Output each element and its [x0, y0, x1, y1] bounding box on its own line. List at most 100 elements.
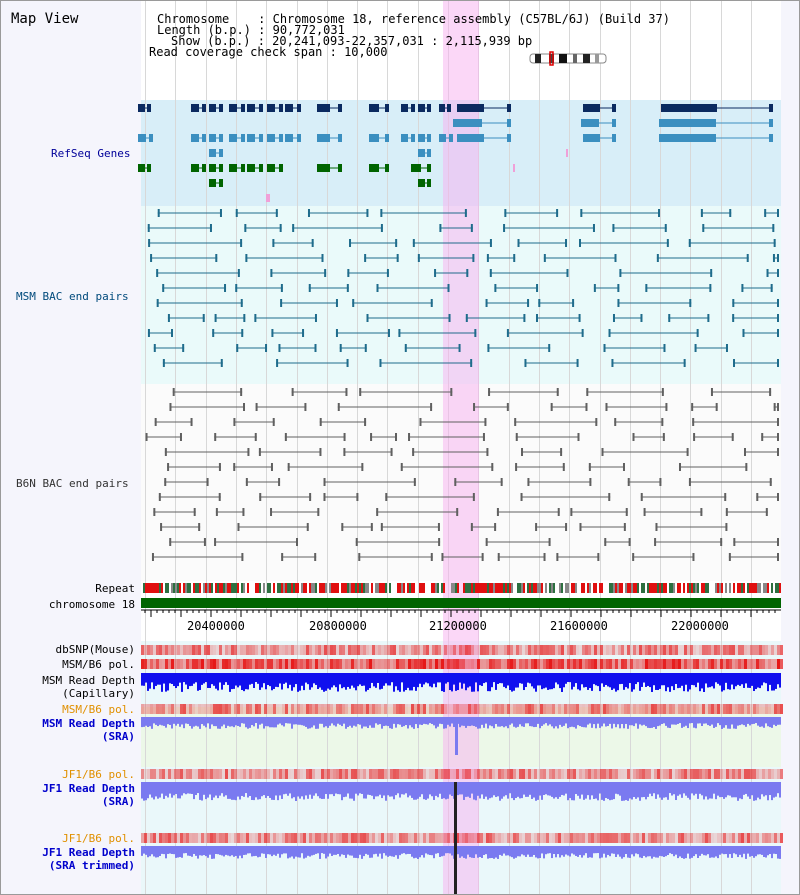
jf1-b6-pol-density	[741, 833, 744, 843]
msm-b6-pol-density	[384, 659, 387, 669]
jf1-depth-trim-bar	[343, 846, 345, 855]
msm-depth-capillary-bar	[421, 673, 423, 688]
jf1-depth-sra-bar	[769, 782, 771, 796]
jf1-depth-trim-bar	[613, 846, 615, 854]
msm-bac-end	[395, 239, 398, 247]
msm-depth-capillary-bar	[675, 673, 677, 684]
dbsnp-density	[315, 645, 318, 655]
msm-bac-end	[434, 269, 437, 277]
msm-depth-sra-bar	[559, 717, 561, 725]
msm-depth-capillary-bar	[543, 673, 545, 689]
jf1-b6-pol-density	[225, 833, 228, 843]
jf1-b6-pol-density	[573, 769, 576, 779]
msm-b6-pol-density	[435, 704, 438, 714]
msm-b6-pol-density	[522, 704, 525, 714]
msm-depth-capillary-bar	[755, 673, 757, 690]
repeat-element	[631, 583, 633, 593]
msm-b6-pol-density	[588, 704, 591, 714]
msm-depth-sra-bar	[655, 717, 657, 729]
jf1-depth-sra-bar	[527, 782, 529, 797]
b6n-bac-end	[777, 493, 779, 501]
msm-depth-sra-bar	[651, 717, 653, 728]
msm-bac-end	[380, 209, 383, 217]
msm-b6-pol-density	[273, 659, 276, 669]
msm-depth-capillary-bar	[243, 673, 245, 692]
jf1-depth-trim-bar	[713, 846, 715, 858]
msm-depth-sra-bar	[423, 717, 425, 724]
gene-exon	[279, 104, 283, 112]
jf1-depth-trim-bar	[169, 846, 171, 854]
msm-depth-sra-bar	[547, 717, 549, 726]
msm-depth-capillary-bar	[199, 673, 201, 690]
dbsnp-density	[558, 645, 561, 655]
jf1-depth-trim-bar	[313, 846, 315, 855]
msm-depth-capillary-bar	[725, 673, 727, 683]
jf1-depth-trim-bar	[519, 846, 521, 857]
jf1-depth-trim-bar	[171, 846, 173, 855]
jf1-b6-pol-density	[537, 769, 540, 779]
msm-depth-capillary-bar	[657, 673, 659, 691]
jf1-b6-pol-density	[729, 833, 732, 843]
jf1-b6-pol-density	[453, 769, 456, 779]
msm-bac-end	[617, 284, 620, 292]
jf1-b6-pol-density	[486, 833, 489, 843]
msm-depth-sra-bar	[471, 717, 473, 726]
jf1-depth-sra-bar	[287, 782, 289, 796]
msm-b6-pol-density	[594, 704, 597, 714]
msm-depth-sra-bar	[353, 717, 355, 726]
repeat-element	[195, 583, 197, 593]
msm-depth-sra-bar	[169, 717, 171, 725]
msm-depth-sra-bar	[347, 717, 349, 727]
jf1-b6-pol-density	[558, 833, 561, 843]
dbsnp-density	[696, 645, 699, 655]
dbsnp-density	[591, 645, 594, 655]
msm-depth-capillary-bar	[645, 673, 647, 687]
jf1-depth-trim-bar	[377, 846, 379, 857]
dbsnp-density	[219, 645, 222, 655]
dbsnp-density	[192, 645, 195, 655]
jf1-depth-sra-bar	[151, 782, 153, 798]
msm-depth-sra-bar	[529, 717, 531, 727]
jf1-depth-trim-bar	[741, 846, 743, 858]
msm-bac-end	[156, 299, 159, 307]
msm-bac-end	[148, 239, 151, 247]
jf1-b6-pol-density	[192, 769, 195, 779]
msm-depth-capillary-bar	[777, 673, 779, 685]
b6n-bac-end	[500, 478, 503, 486]
track-label-jf1-depth-sra-sub: (SRA)	[101, 795, 135, 808]
repeat-element	[523, 583, 525, 593]
msm-b6-pol-density	[588, 659, 591, 669]
chromosome-ideogram[interactable]	[529, 51, 609, 66]
msm-b6-pol-density	[579, 704, 582, 714]
msm-depth-capillary-bar	[253, 673, 255, 689]
msm-depth-capillary-bar	[153, 673, 155, 690]
msm-bac-end	[458, 344, 461, 352]
msm-depth-capillary-bar	[293, 673, 295, 688]
jf1-b6-pol-density	[222, 833, 225, 843]
b6n-bac-end	[472, 493, 475, 501]
msm-depth-capillary-bar	[415, 673, 417, 691]
jf1-b6-pol-density	[696, 833, 699, 843]
msm-depth-capillary-bar	[471, 673, 473, 692]
b6n-bac-end	[206, 478, 209, 486]
msm-bac-end	[182, 344, 185, 352]
msm-depth-sra-bar	[345, 717, 347, 729]
msm-depth-sra-bar	[505, 717, 507, 727]
b6n-bac-end	[765, 508, 768, 516]
jf1-b6-pol-density	[393, 833, 396, 843]
b6n-bac-end	[556, 553, 559, 561]
msm-b6-pol-density	[648, 704, 651, 714]
msm-b6-pol-density	[747, 704, 750, 714]
jf1-depth-trim-bar	[689, 846, 691, 859]
jf1-depth-sra-bar	[591, 782, 593, 796]
msm-b6-pol-density	[519, 659, 522, 669]
msm-b6-pol-density	[414, 659, 417, 669]
msm-depth-capillary-bar	[529, 673, 531, 684]
jf1-depth-sra-bar	[439, 782, 441, 794]
msm-b6-pol-density	[657, 704, 660, 714]
gene-exon	[219, 164, 223, 172]
selected-region-highlight[interactable]	[443, 1, 479, 894]
msm-depth-capillary-bar	[389, 673, 391, 686]
repeat-element	[157, 583, 159, 593]
